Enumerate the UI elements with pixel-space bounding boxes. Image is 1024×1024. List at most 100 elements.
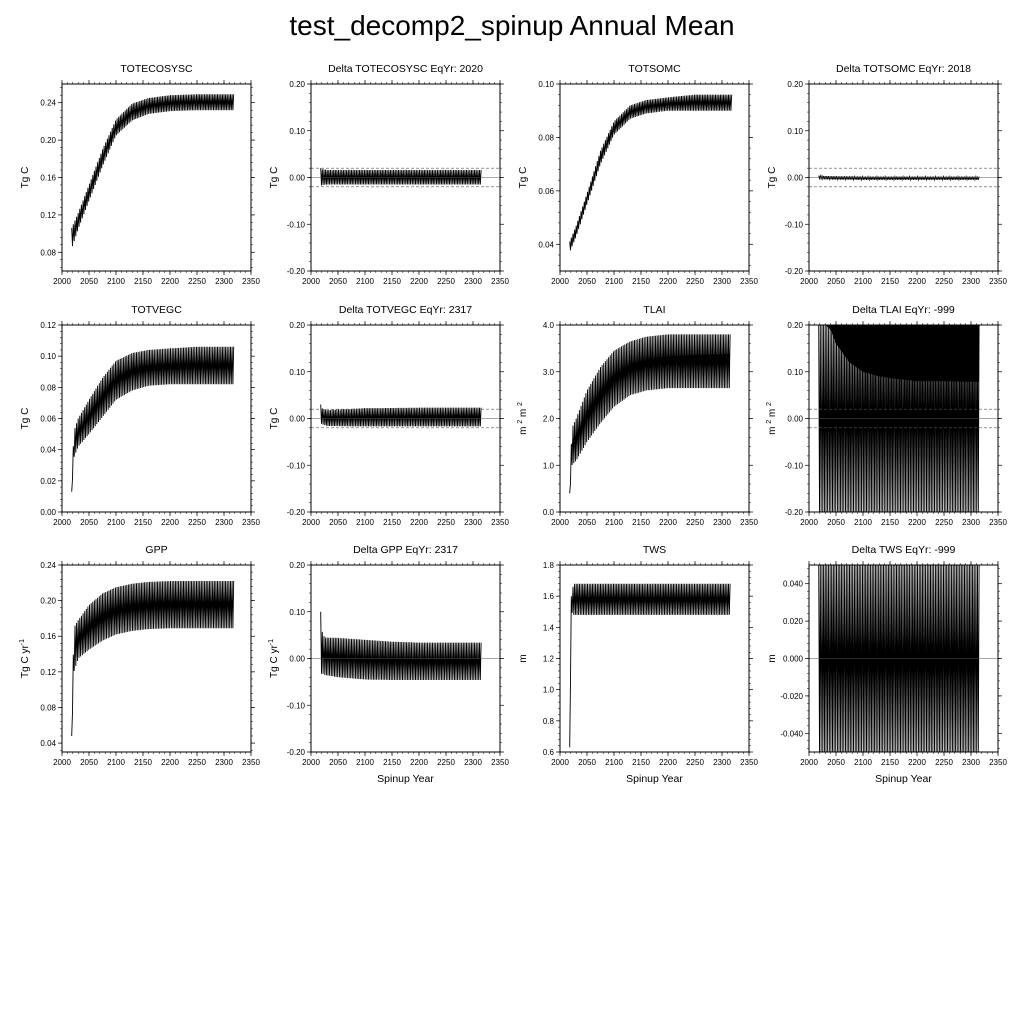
panel-title: TWS <box>643 544 666 556</box>
panel-title: Delta TOTVEGC EqYr: 2317 <box>339 304 472 316</box>
y-tick-label: 0.20 <box>40 597 56 606</box>
y-tick-label: 0.040 <box>783 580 804 589</box>
y-tick-label: 0.12 <box>40 321 56 330</box>
x-tick-label: 2050 <box>578 518 596 527</box>
y-axis-label: m <box>767 654 778 662</box>
y-tick-label: -0.040 <box>780 729 803 738</box>
y-tick-label: 1.6 <box>543 592 555 601</box>
x-tick-label: 2300 <box>215 518 233 527</box>
y-tick-label: 0.10 <box>787 127 803 136</box>
x-tick-label: 2100 <box>356 518 374 527</box>
x-tick-label: 2250 <box>686 277 704 286</box>
x-tick-label: 2350 <box>491 758 509 767</box>
y-tick-label: -0.020 <box>780 692 803 701</box>
y-tick-label: 0.20 <box>289 561 305 570</box>
x-tick-label: 2250 <box>188 758 206 767</box>
y-tick-label: 1.0 <box>543 461 555 470</box>
y-tick-label: -0.20 <box>785 508 804 517</box>
x-tick-label: 2200 <box>908 758 926 767</box>
data-line <box>569 334 731 494</box>
x-tick-label: 2300 <box>713 518 731 527</box>
x-tick-label: 2000 <box>53 758 71 767</box>
x-tick-label: 2250 <box>437 277 455 286</box>
y-tick-label: 0.0 <box>543 508 555 517</box>
x-tick-label: 2000 <box>302 518 320 527</box>
y-tick-label: 0.00 <box>289 655 305 664</box>
y-tick-label: 0.04 <box>40 446 56 455</box>
series-totvegc <box>71 346 235 492</box>
panel-title: TOTECOSYSC <box>120 63 193 75</box>
y-tick-label: 0.12 <box>40 668 56 677</box>
y-tick-label: -0.10 <box>287 701 306 710</box>
x-tick-label: 2100 <box>605 518 623 527</box>
panel-title: GPP <box>145 544 167 556</box>
x-tick-label: 2200 <box>410 277 428 286</box>
y-tick-label: -0.10 <box>785 220 804 229</box>
y-tick-label: 1.2 <box>543 655 555 664</box>
x-tick-label: 2350 <box>491 277 509 286</box>
x-tick-label: 2100 <box>107 758 125 767</box>
x-tick-label: 2150 <box>881 277 899 286</box>
x-tick-label: 2000 <box>551 277 569 286</box>
y-tick-label: 0.08 <box>40 703 56 712</box>
x-tick-label: 2100 <box>356 277 374 286</box>
y-tick-label: -0.10 <box>785 461 804 470</box>
x-tick-label: 2350 <box>989 277 1007 286</box>
x-tick-label: 2300 <box>713 277 731 286</box>
x-tick-label: 2100 <box>107 277 125 286</box>
x-tick-label: 2350 <box>242 758 260 767</box>
y-tick-label: 0.20 <box>40 136 56 145</box>
x-tick-label: 2300 <box>215 758 233 767</box>
y-tick-label: 1.0 <box>543 686 555 695</box>
x-tick-label: 2200 <box>908 518 926 527</box>
x-tick-label: 2200 <box>659 518 677 527</box>
panel-title: Delta GPP EqYr: 2317 <box>353 544 458 556</box>
x-tick-label: 2000 <box>800 758 818 767</box>
y-tick-label: 1.4 <box>543 623 555 632</box>
y-tick-label: 4.0 <box>543 321 555 330</box>
x-tick-label: 2150 <box>632 518 650 527</box>
panel-title: TOTVEGC <box>131 304 182 316</box>
data-line <box>320 404 482 427</box>
x-tick-label: 2100 <box>605 277 623 286</box>
data-line <box>320 611 482 681</box>
series-gpp <box>71 580 235 737</box>
x-tick-label: 2350 <box>740 758 758 767</box>
panel-delta-totvegc: 2000 2050 2100 2150 2200 2250 2300 2350 -0.20 -0.… <box>269 304 509 527</box>
y-tick-label: 0.10 <box>289 608 305 617</box>
x-tick-label: 2350 <box>242 518 260 527</box>
x-tick-label: 2100 <box>854 518 872 527</box>
x-tick-label: 2150 <box>134 758 152 767</box>
x-tick-label: 2200 <box>161 758 179 767</box>
x-tick-label: 2000 <box>551 518 569 527</box>
x-tick-label: 2350 <box>989 758 1007 767</box>
panel-title: Delta TOTECOSYSC EqYr: 2020 <box>328 63 483 75</box>
y-tick-label: 0.02 <box>40 477 56 486</box>
panel-tws: 2000 2050 2100 2150 2200 2250 2300 2350 0.6 0.8 1.… <box>518 544 758 785</box>
y-tick-label: 0.24 <box>40 561 56 570</box>
y-tick-label: 0.06 <box>538 187 554 196</box>
x-tick-label: 2250 <box>188 518 206 527</box>
x-tick-label: 2350 <box>740 277 758 286</box>
series-tws <box>569 583 731 748</box>
y-axis-label: Tg C <box>269 408 280 430</box>
data-line <box>320 168 482 186</box>
x-tick-label: 2150 <box>632 758 650 767</box>
x-tick-label: 2050 <box>578 758 596 767</box>
x-tick-label: 2150 <box>881 518 899 527</box>
data-line <box>818 173 980 182</box>
y-tick-label: 0.04 <box>40 739 56 748</box>
x-tick-label: 2300 <box>962 518 980 527</box>
series-delta-gpp <box>320 611 482 681</box>
y-tick-label: 0.10 <box>40 352 56 361</box>
panel-totvegc: 2000 2050 2100 2150 2200 2250 2300 2350 0.00 0.02… <box>20 304 260 527</box>
x-tick-label: 2000 <box>53 518 71 527</box>
x-tick-label: 2050 <box>827 277 845 286</box>
x-tick-label: 2150 <box>383 518 401 527</box>
data-line <box>71 94 235 247</box>
y-tick-label: 0.08 <box>538 133 554 142</box>
y-axis-label: m <box>518 654 529 662</box>
y-tick-label: 0.08 <box>40 248 56 257</box>
y-tick-label: 3.0 <box>543 368 555 377</box>
